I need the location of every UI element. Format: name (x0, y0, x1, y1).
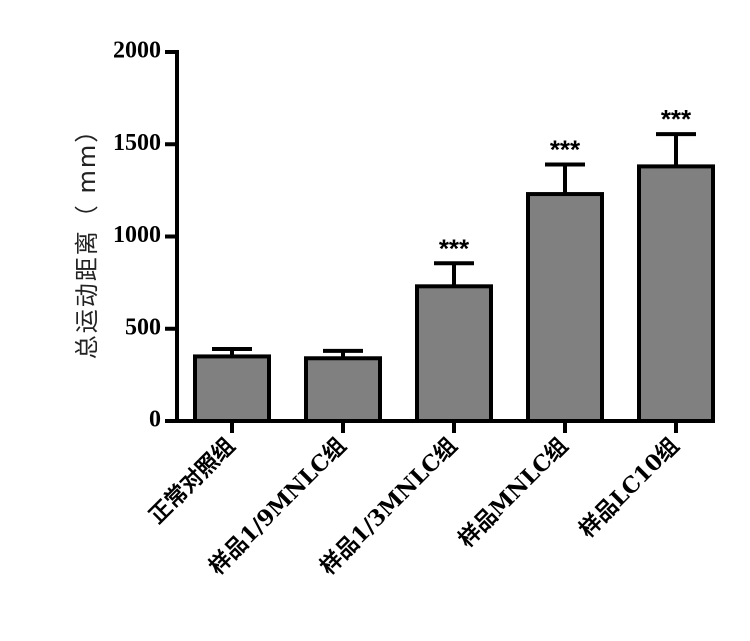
bar (193, 354, 271, 423)
y-ticks-layer: 0 500 1000 1500 2000 (113, 38, 177, 433)
bar (415, 284, 493, 423)
x-category-label: 正常对照组 (144, 433, 240, 529)
x-category-label: 样品MNLC组 (453, 433, 573, 553)
y-tick-label: 500 (125, 314, 161, 340)
bars-layer: *** *** *** (193, 104, 715, 423)
x-category-label: 样品LC10组 (574, 433, 684, 543)
y-tick-label: 1000 (113, 222, 161, 248)
y-axis-label: 总运动距离（ mm） (73, 117, 101, 359)
significance-label: *** (439, 233, 470, 263)
significance-label: *** (550, 135, 581, 165)
bar (526, 192, 604, 423)
y-tick-label: 2000 (113, 38, 161, 64)
bar (304, 356, 382, 423)
y-tick-label: 1500 (113, 130, 161, 156)
significance-label: *** (661, 104, 692, 134)
bar (637, 164, 715, 423)
y-tick-label: 0 (149, 407, 161, 433)
